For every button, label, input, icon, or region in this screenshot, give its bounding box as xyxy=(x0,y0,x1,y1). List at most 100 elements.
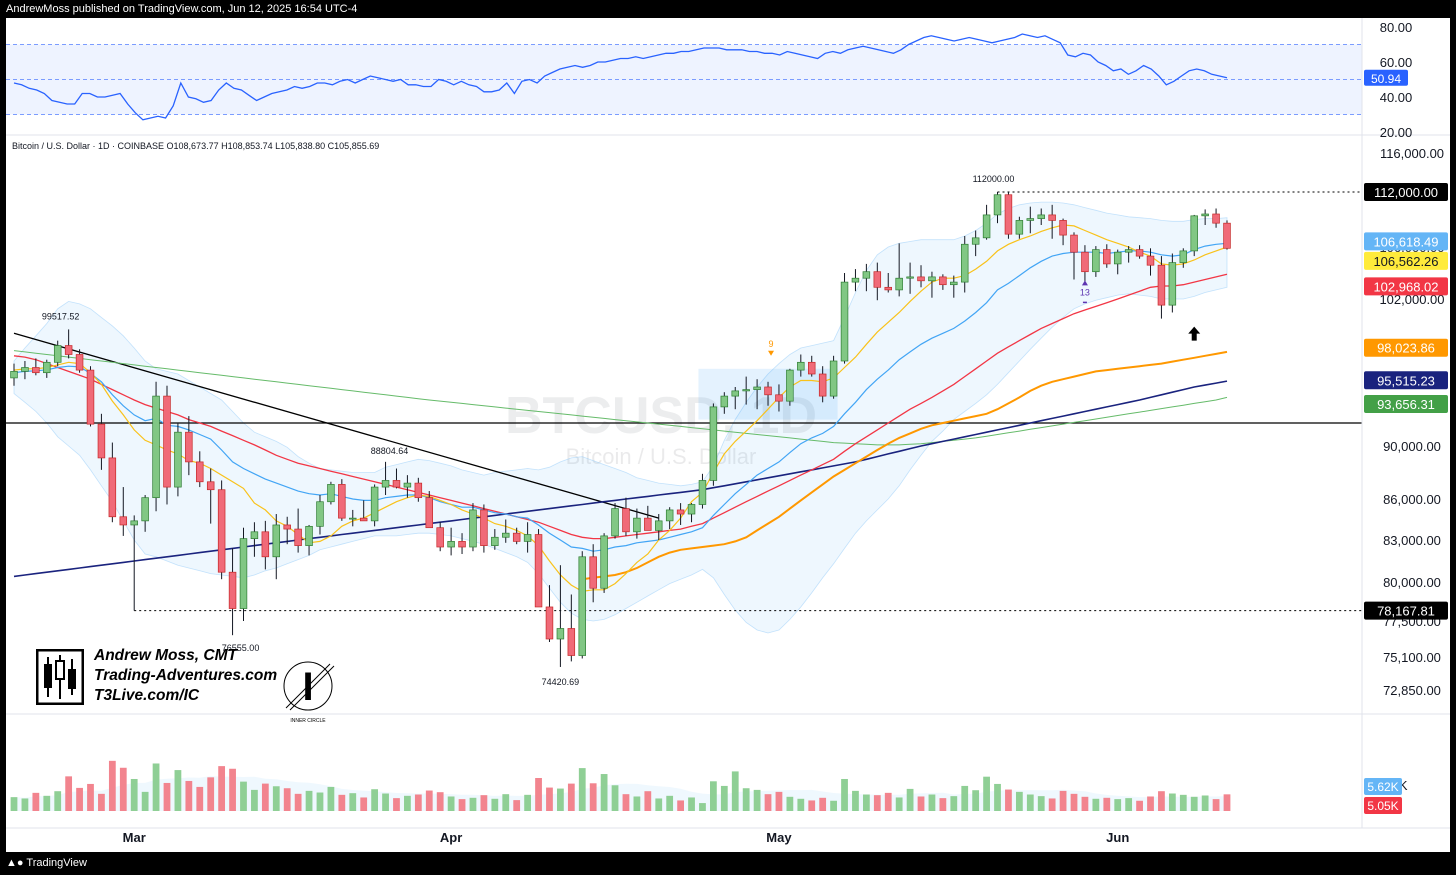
volume-bar-up xyxy=(666,795,674,811)
candle xyxy=(86,366,95,427)
volume-bar-up xyxy=(251,789,258,811)
candle-body-up xyxy=(720,395,729,408)
publish-line: AndrewMoss published on TradingView.com,… xyxy=(6,3,358,15)
candle-body-up xyxy=(1092,249,1100,273)
candle-body-up xyxy=(469,509,477,548)
candle xyxy=(742,376,750,405)
candle-body-up xyxy=(1015,220,1024,235)
volume-bar-up xyxy=(731,771,739,811)
candle-body-up xyxy=(1201,213,1209,217)
candle-body-down xyxy=(589,556,597,589)
volume-bar-up xyxy=(174,770,182,811)
candle xyxy=(1223,220,1231,250)
footer-bar: ▲● TradingView xyxy=(0,852,1456,875)
volume-bar-up xyxy=(830,800,837,811)
candle-body-up xyxy=(523,534,532,542)
candle-body-up xyxy=(829,360,838,397)
price-tag xyxy=(1364,601,1448,620)
volume-tag xyxy=(1364,797,1402,814)
rsi-line xyxy=(13,33,1228,121)
candle-body-down xyxy=(775,394,783,402)
candle xyxy=(53,340,62,367)
candle-body-down xyxy=(622,508,630,533)
tradingview-logo-icon: ▲● xyxy=(6,857,24,869)
candle xyxy=(1026,206,1035,234)
candle-body-up xyxy=(665,509,674,522)
candle-body-up xyxy=(840,281,849,362)
volume-bar-down xyxy=(76,787,83,811)
candle-body-up xyxy=(633,517,641,533)
price-tick-label: 90,000.00 xyxy=(1383,439,1441,454)
volume-bar-up xyxy=(720,785,728,811)
candle-body-down xyxy=(436,527,444,548)
candle-body-down xyxy=(884,286,892,291)
volume-bar-up xyxy=(305,790,313,811)
candle xyxy=(665,507,674,530)
candle-body-up xyxy=(1168,262,1177,306)
volume-bar-down xyxy=(283,788,291,811)
candle xyxy=(359,500,368,522)
candle xyxy=(43,359,51,378)
ema-20-line xyxy=(13,242,1228,552)
volume-bar-down xyxy=(535,778,542,811)
candle xyxy=(1168,253,1177,313)
sma-10-line xyxy=(13,224,1228,593)
volume-bar-down xyxy=(207,777,215,811)
candle xyxy=(447,527,455,556)
candle-body-up xyxy=(655,520,663,531)
time-tick-label: Jun xyxy=(1106,830,1129,845)
chart-panel: Bitcoin / U.S. Dollar · 1D · COINBASE O1… xyxy=(6,18,1450,852)
volume-bar-up xyxy=(404,795,411,811)
price-tag-label: 93,656.31 xyxy=(1377,397,1435,412)
candle-body-up xyxy=(1179,250,1188,263)
chart-canvas[interactable]: Bitcoin / U.S. Dollar · 1D · COINBASE O1… xyxy=(6,18,1450,852)
volume-bar-down xyxy=(185,780,193,811)
volume-bar-down xyxy=(218,766,226,811)
candle xyxy=(491,529,499,550)
volume-bar-up xyxy=(797,798,805,811)
candle xyxy=(622,497,630,536)
candle-body-down xyxy=(512,532,521,542)
candle-body-up xyxy=(709,406,718,481)
candle-body-down xyxy=(206,481,215,491)
volume-bar-up xyxy=(655,798,663,811)
annotation-low-label: 74420.69 xyxy=(542,677,580,687)
candle xyxy=(206,468,215,524)
candle-body-up xyxy=(10,371,18,379)
volume-bar-down xyxy=(775,791,783,811)
candle xyxy=(709,403,718,486)
candle-body-up xyxy=(797,361,805,371)
candle-body-down xyxy=(939,276,947,286)
candle-body-up xyxy=(1026,218,1035,221)
candle xyxy=(960,236,969,293)
candle xyxy=(786,368,794,406)
candle xyxy=(283,516,291,545)
rsi-value-label: 50.94 xyxy=(1371,72,1401,86)
candle-body-up xyxy=(982,214,991,239)
candle-body-up xyxy=(731,390,739,397)
candle-body-up xyxy=(928,276,936,282)
candle xyxy=(1048,204,1056,239)
symbol-watermark-name: Bitcoin / U.S. Dollar xyxy=(566,444,757,469)
candle-body-down xyxy=(163,395,171,488)
volume-bar-down xyxy=(939,798,947,811)
volume-tag xyxy=(1364,778,1402,795)
symbol-ohlc-line: Bitcoin / U.S. Dollar · 1D · COINBASE O1… xyxy=(12,141,379,151)
candle xyxy=(381,461,390,496)
candle xyxy=(163,385,171,505)
candle xyxy=(370,484,379,527)
candle-body-up xyxy=(993,194,1002,216)
volume-bar-down xyxy=(119,767,127,811)
candle xyxy=(1124,246,1133,263)
volume-bar-down xyxy=(1070,793,1078,811)
candle xyxy=(698,473,707,509)
volume-bar-down xyxy=(65,776,73,811)
candle-body-down xyxy=(32,367,40,374)
candle-body-up xyxy=(43,361,51,374)
candle xyxy=(633,508,641,539)
candle-body-up xyxy=(327,484,335,503)
volume-bar-up xyxy=(753,789,761,811)
ema-200-line xyxy=(13,350,1228,446)
candle xyxy=(1146,248,1155,276)
candle-body-down xyxy=(1223,222,1231,249)
